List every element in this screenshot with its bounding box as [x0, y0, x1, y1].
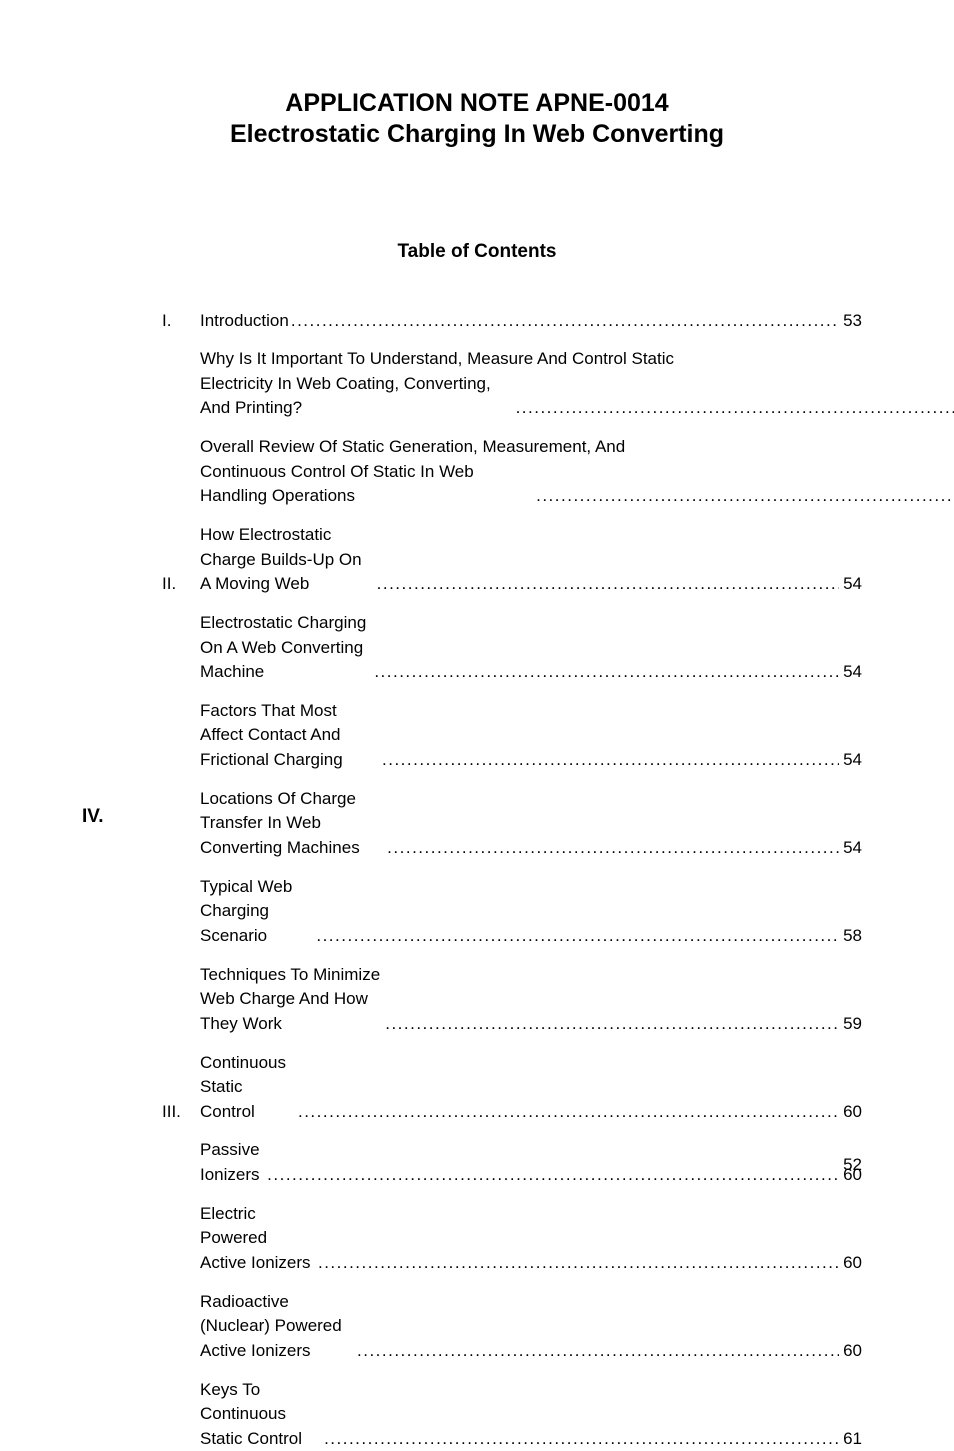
toc-entry: Techniques To Minimize Web Charge And Ho…: [162, 963, 862, 1037]
toc-leader-dots: [316, 1251, 839, 1276]
toc-entry: Locations Of Charge Transfer In Web Conv…: [162, 787, 862, 861]
toc-leader-dots: [296, 1100, 839, 1125]
document-page: APPLICATION NOTE APNE-0014 Electrostatic…: [0, 0, 954, 1235]
toc-leader-dots: [534, 484, 954, 509]
toc-entry-label: Continuous Static Control: [200, 1051, 296, 1125]
toc-entry-label: How Electrostatic Charge Builds-Up On A …: [200, 523, 375, 597]
toc-entry-lastline: Continuous Control Of Static In Web Hand…: [200, 460, 954, 509]
toc-leader-dots: [355, 1339, 839, 1364]
title-line-1: APPLICATION NOTE APNE-0014: [90, 88, 864, 119]
toc-entry-label: Radioactive (Nuclear) Powered Active Ion…: [200, 1290, 355, 1364]
toc-entry-label-wrap: Why Is It Important To Understand, Measu…: [200, 347, 954, 421]
toc-entry-page: 60: [839, 1251, 862, 1276]
toc-entry: Electrostatic Charging On A Web Converti…: [162, 611, 862, 685]
toc-entry-label: Keys To Continuous Static Control: [200, 1378, 322, 1451]
toc-entry-page: 60: [839, 1100, 862, 1125]
toc-entry-label-wrap: Overall Review Of Static Generation, Mea…: [200, 435, 954, 509]
toc-entry-page: 54: [839, 836, 862, 861]
toc-entry: Why Is It Important To Understand, Measu…: [162, 347, 862, 421]
toc-entry-page: 54: [839, 572, 862, 597]
toc-leader-dots: [375, 572, 839, 597]
toc-leader-dots: [372, 660, 839, 685]
toc-entry-lastline: Electricity In Web Coating, Converting, …: [200, 372, 954, 421]
toc-entry-label-line2: Continuous Control Of Static In Web Hand…: [200, 460, 534, 509]
table-of-contents: I.Introduction 53 Why Is It Important To U…: [162, 309, 862, 1451]
toc-leader-dots: [385, 836, 839, 861]
toc-entry-label-line2: Electricity In Web Coating, Converting, …: [200, 372, 514, 421]
toc-entry-page: 54: [839, 748, 862, 773]
toc-entry-page: 54: [839, 660, 862, 685]
toc-entry: II.How Electrostatic Charge Builds-Up On…: [162, 523, 862, 597]
toc-leader-dots: [514, 396, 954, 421]
toc-entry-label: Techniques To Minimize Web Charge And Ho…: [200, 963, 383, 1037]
toc-entry-numeral: I.: [162, 309, 200, 334]
toc-entry-label: Factors That Most Affect Contact And Fri…: [200, 699, 380, 773]
toc-entry-page: 59: [839, 1012, 862, 1037]
toc-entry: III.Continuous Static Control 60: [162, 1051, 862, 1125]
toc-leader-dots: [314, 924, 839, 949]
toc-entry-page: 60: [839, 1339, 862, 1364]
toc-entry-numeral: III.: [162, 1100, 200, 1125]
toc-entry-numeral: II.: [162, 572, 200, 597]
toc-entry-label: Typical Web Charging Scenario: [200, 875, 314, 949]
toc-leader-dots: [289, 309, 839, 334]
title-line-2: Electrostatic Charging In Web Converting: [90, 119, 864, 150]
toc-entry-page: 58: [839, 924, 862, 949]
toc-entry-page: 61: [839, 1427, 862, 1451]
toc-entry: Radioactive (Nuclear) Powered Active Ion…: [162, 1290, 862, 1364]
toc-entry-label: Introduction: [200, 309, 289, 334]
toc-entry: Passive Ionizers60: [162, 1138, 862, 1187]
page-number: 52: [843, 1155, 862, 1175]
toc-entry-label: Electric Powered Active Ionizers: [200, 1202, 316, 1276]
toc-entry-label-line1: Why Is It Important To Understand, Measu…: [200, 347, 954, 372]
toc-leader-dots: [265, 1163, 839, 1188]
toc-leader-dots: [322, 1427, 839, 1451]
toc-entry: Typical Web Charging Scenario 58: [162, 875, 862, 949]
toc-leader-dots: [383, 1012, 839, 1037]
toc-entry: Overall Review Of Static Generation, Mea…: [162, 435, 862, 509]
toc-entry-label-line1: Overall Review Of Static Generation, Mea…: [200, 435, 954, 460]
toc-heading: Table of Contents: [90, 241, 864, 263]
title-block: APPLICATION NOTE APNE-0014 Electrostatic…: [90, 88, 864, 151]
toc-entry-label: Passive Ionizers: [200, 1138, 265, 1187]
toc-entry-page: 53: [839, 309, 862, 334]
toc-entry: Keys To Continuous Static Control 61: [162, 1378, 862, 1451]
toc-entry: I.Introduction 53: [162, 309, 862, 334]
toc-entry: Factors That Most Affect Contact And Fri…: [162, 699, 862, 773]
section-iv-marker: IV.: [82, 806, 104, 828]
toc-entry-label: Electrostatic Charging On A Web Converti…: [200, 611, 372, 685]
toc-entry: Electric Powered Active Ionizers 60: [162, 1202, 862, 1276]
toc-entry-label: Locations Of Charge Transfer In Web Conv…: [200, 787, 385, 861]
toc-leader-dots: [380, 748, 839, 773]
